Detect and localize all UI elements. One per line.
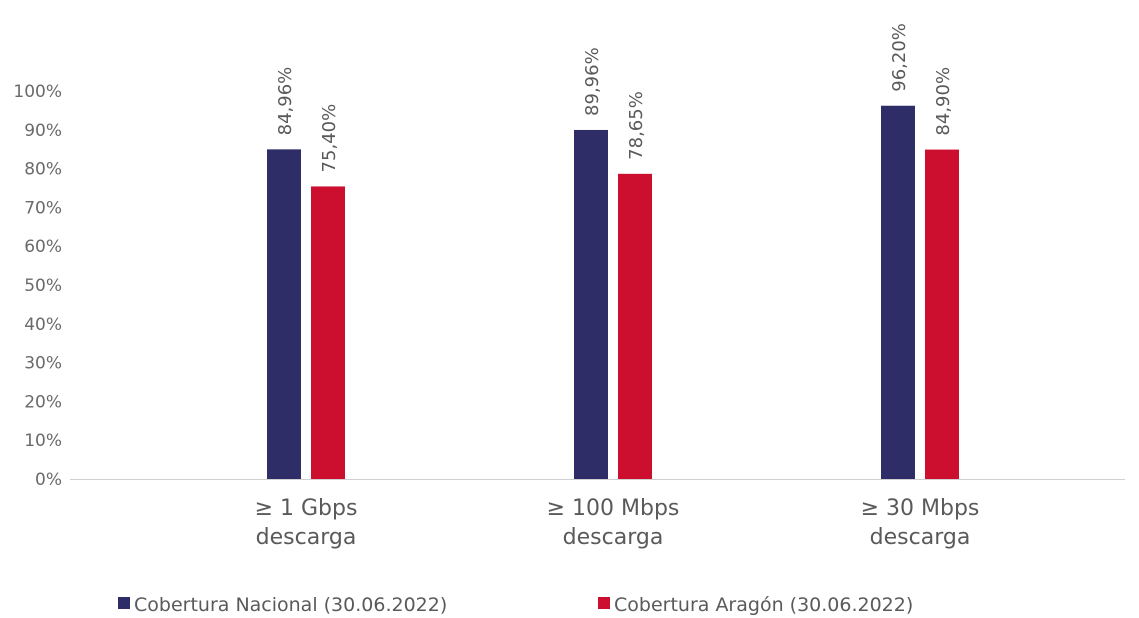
y-tick-label: 10% <box>24 431 62 451</box>
data-label: 84,96% <box>275 67 296 136</box>
category-label-line: ≥ 1 Gbps <box>255 496 358 521</box>
y-axis-ticks: 0% 10% 20% 30% 40% 50% 60% 70% 80% 90% 100% <box>13 82 62 490</box>
legend-swatch <box>118 597 130 609</box>
bar-nacional <box>574 129 608 479</box>
category-label-line: ≥ 30 Mbps <box>861 496 980 521</box>
legend-swatch <box>598 597 610 609</box>
y-tick-label: 0% <box>35 470 62 490</box>
data-label: 78,65% <box>626 91 647 160</box>
bar-aragon <box>311 186 345 479</box>
y-tick-label: 60% <box>24 237 62 257</box>
data-label: 75,40% <box>319 104 340 173</box>
category-label-line: ≥ 100 Mbps <box>547 496 680 521</box>
data-label: 96,20% <box>889 23 910 92</box>
category-label-line: descarga <box>563 525 664 550</box>
data-labels-group: 84,96% 89,96% 96,20% 75,40% 78,65% 84,90% <box>275 23 954 172</box>
y-tick-label: 80% <box>24 160 62 180</box>
category-labels-group: ≥ 1 Gbps descarga≥ 100 Mbps descarga≥ 30 M… <box>255 496 980 550</box>
y-tick-label: 40% <box>24 315 62 335</box>
y-tick-label: 50% <box>24 276 62 296</box>
data-label: 89,96% <box>582 47 603 116</box>
y-tick-label: 20% <box>24 392 62 412</box>
category-label: ≥ 100 Mbps descarga <box>547 496 680 550</box>
category-label: ≥ 1 Gbps descarga <box>255 496 358 550</box>
bars-group <box>267 105 959 479</box>
bar-nacional <box>881 105 915 479</box>
bar-aragon <box>925 149 959 479</box>
bar-aragon <box>618 173 652 479</box>
bar-nacional <box>267 149 301 479</box>
category-label: ≥ 30 Mbps descarga <box>861 496 980 550</box>
category-label-line: descarga <box>870 525 971 550</box>
y-tick-label: 100% <box>13 82 62 102</box>
y-tick-label: 90% <box>24 121 62 141</box>
data-label: 84,90% <box>933 67 954 136</box>
legend-label: Cobertura Nacional (30.06.2022) <box>134 594 447 616</box>
legend-label: Cobertura Aragón (30.06.2022) <box>614 594 913 616</box>
y-tick-label: 70% <box>24 198 62 218</box>
y-tick-label: 30% <box>24 354 62 374</box>
category-label-line: descarga <box>256 525 357 550</box>
legend: Cobertura Nacional (30.06.2022) Cobertura… <box>118 594 913 616</box>
